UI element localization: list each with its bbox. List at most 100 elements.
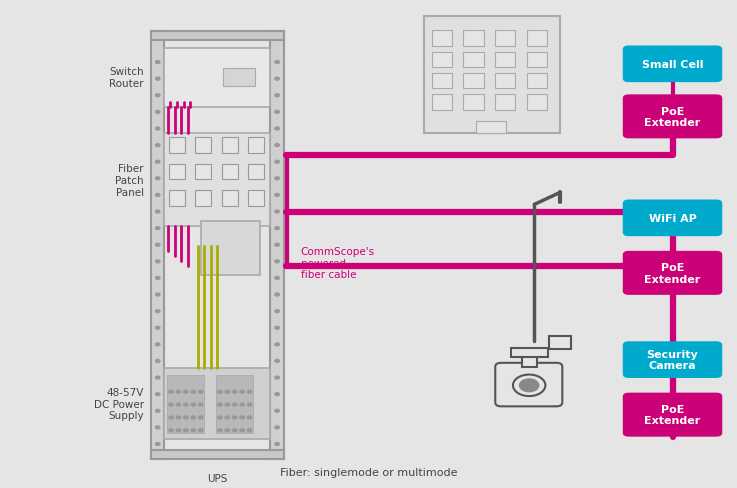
Circle shape	[225, 429, 229, 432]
Circle shape	[156, 128, 160, 131]
Circle shape	[275, 211, 279, 214]
Bar	[164, 368, 270, 439]
Circle shape	[191, 403, 195, 406]
Circle shape	[169, 416, 173, 419]
Bar	[495, 31, 515, 46]
Circle shape	[176, 416, 181, 419]
Circle shape	[275, 426, 279, 429]
Bar	[527, 95, 547, 110]
Circle shape	[232, 429, 237, 432]
Circle shape	[240, 416, 245, 419]
Text: PoE
Extender: PoE Extender	[644, 263, 701, 284]
Circle shape	[156, 244, 160, 247]
Bar	[169, 138, 185, 153]
Bar	[195, 138, 212, 153]
Circle shape	[156, 95, 160, 98]
Bar	[248, 138, 265, 153]
Bar	[527, 31, 547, 46]
Bar	[432, 53, 452, 68]
Circle shape	[156, 310, 160, 313]
Circle shape	[156, 326, 160, 329]
Circle shape	[275, 260, 279, 263]
Circle shape	[169, 403, 173, 406]
Circle shape	[275, 161, 279, 164]
Text: UPS: UPS	[207, 473, 228, 483]
Text: PoE
Extender: PoE Extender	[644, 404, 701, 426]
Circle shape	[156, 144, 160, 147]
Circle shape	[275, 409, 279, 412]
Circle shape	[184, 429, 188, 432]
Circle shape	[275, 393, 279, 396]
Circle shape	[191, 429, 195, 432]
Bar	[222, 191, 238, 206]
Circle shape	[275, 95, 279, 98]
Circle shape	[156, 61, 160, 64]
Circle shape	[156, 360, 160, 363]
Circle shape	[217, 403, 222, 406]
Bar	[432, 95, 452, 110]
Bar	[432, 74, 452, 89]
Circle shape	[156, 111, 160, 114]
Circle shape	[191, 416, 195, 419]
Circle shape	[275, 326, 279, 329]
Circle shape	[156, 426, 160, 429]
Bar	[216, 375, 254, 433]
Circle shape	[232, 403, 237, 406]
Circle shape	[169, 390, 173, 393]
Circle shape	[275, 144, 279, 147]
Circle shape	[156, 409, 160, 412]
Text: Security
Camera: Security Camera	[646, 349, 699, 371]
Circle shape	[275, 244, 279, 247]
Bar	[464, 95, 483, 110]
Bar	[464, 53, 483, 68]
Circle shape	[217, 429, 222, 432]
Circle shape	[275, 61, 279, 64]
Bar	[495, 74, 515, 89]
Bar	[151, 32, 284, 41]
Circle shape	[156, 277, 160, 280]
Bar	[495, 53, 515, 68]
Circle shape	[156, 393, 160, 396]
FancyBboxPatch shape	[623, 393, 722, 437]
Circle shape	[520, 379, 539, 392]
Circle shape	[248, 416, 252, 419]
Bar	[248, 164, 265, 180]
Circle shape	[217, 390, 222, 393]
FancyBboxPatch shape	[623, 95, 722, 139]
Circle shape	[156, 343, 160, 346]
Circle shape	[184, 390, 188, 393]
Bar	[169, 164, 185, 180]
Circle shape	[275, 78, 279, 81]
Circle shape	[176, 390, 181, 393]
Bar	[495, 95, 515, 110]
Text: Fiber
Patch
Panel: Fiber Patch Panel	[115, 164, 144, 197]
Circle shape	[156, 260, 160, 263]
Bar	[151, 450, 284, 459]
Text: Fiber: singlemode or multimode: Fiber: singlemode or multimode	[280, 468, 457, 477]
Circle shape	[240, 403, 245, 406]
FancyBboxPatch shape	[623, 200, 722, 237]
Bar	[475, 122, 506, 134]
Circle shape	[225, 416, 229, 419]
Circle shape	[198, 390, 203, 393]
Circle shape	[275, 111, 279, 114]
FancyBboxPatch shape	[623, 251, 722, 295]
Bar	[424, 17, 560, 134]
Bar	[464, 31, 483, 46]
Circle shape	[240, 390, 245, 393]
Text: WiFi AP: WiFi AP	[649, 213, 696, 224]
Bar	[222, 164, 238, 180]
FancyBboxPatch shape	[623, 342, 722, 378]
Circle shape	[198, 429, 203, 432]
Circle shape	[184, 403, 188, 406]
Bar	[151, 32, 164, 459]
Text: 48-57V
DC Power
Supply: 48-57V DC Power Supply	[94, 387, 144, 420]
Bar	[195, 164, 212, 180]
Circle shape	[513, 375, 545, 396]
Bar	[248, 191, 265, 206]
Circle shape	[156, 178, 160, 181]
Circle shape	[275, 443, 279, 446]
Circle shape	[198, 403, 203, 406]
Bar	[464, 74, 483, 89]
Circle shape	[156, 194, 160, 197]
